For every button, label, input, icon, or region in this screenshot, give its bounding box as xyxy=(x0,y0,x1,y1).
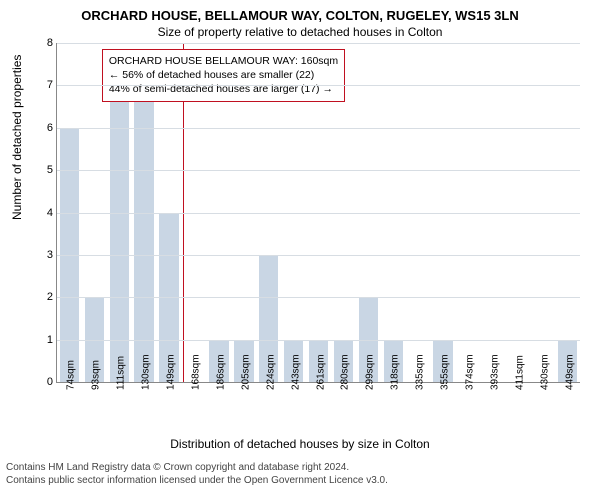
x-tick: 335sqm xyxy=(411,354,426,390)
x-tick: 111sqm xyxy=(112,356,127,390)
x-tick: 449sqm xyxy=(560,354,575,390)
y-tick: 2 xyxy=(37,291,53,303)
x-tick: 130sqm xyxy=(137,354,152,390)
x-tick: 186sqm xyxy=(211,354,226,390)
y-tick: 8 xyxy=(37,37,53,49)
x-axis-label: Distribution of detached houses by size … xyxy=(0,437,600,451)
x-tick: 205sqm xyxy=(236,354,251,390)
gridline xyxy=(57,43,580,44)
x-tick: 224sqm xyxy=(261,354,276,390)
y-tick: 5 xyxy=(37,164,53,176)
gridline xyxy=(57,340,580,341)
bar xyxy=(110,85,129,382)
x-tick: 393sqm xyxy=(485,354,500,390)
info-line-smaller: ← 56% of detached houses are smaller (22… xyxy=(109,68,338,82)
footer-line-2: Contains public sector information licen… xyxy=(6,474,600,487)
bar xyxy=(134,85,153,382)
chart-area: 74sqm93sqm111sqm130sqm149sqm168sqm186sqm… xyxy=(56,43,580,383)
gridline xyxy=(57,255,580,256)
chart-main-title: ORCHARD HOUSE, BELLAMOUR WAY, COLTON, RU… xyxy=(0,0,600,23)
x-tick: 93sqm xyxy=(87,360,102,390)
x-tick: 149sqm xyxy=(162,354,177,390)
chart-subtitle: Size of property relative to detached ho… xyxy=(0,23,600,43)
x-tick: 243sqm xyxy=(286,354,301,390)
gridline xyxy=(57,170,580,171)
x-tick: 355sqm xyxy=(436,354,451,390)
gridline xyxy=(57,128,580,129)
x-tick: 280sqm xyxy=(336,354,351,390)
plot-region: 74sqm93sqm111sqm130sqm149sqm168sqm186sqm… xyxy=(56,43,580,383)
footer-line-1: Contains HM Land Registry data © Crown c… xyxy=(6,461,600,474)
x-tick: 74sqm xyxy=(62,360,77,390)
x-tick: 299sqm xyxy=(361,354,376,390)
property-info-box: ORCHARD HOUSE BELLAMOUR WAY: 160sqm ← 56… xyxy=(102,49,345,102)
x-tick: 261sqm xyxy=(311,354,326,390)
y-tick: 3 xyxy=(37,249,53,261)
x-tick: 168sqm xyxy=(186,354,201,390)
info-line-size: ORCHARD HOUSE BELLAMOUR WAY: 160sqm xyxy=(109,54,338,68)
y-axis-label: Number of detached properties xyxy=(10,55,24,220)
x-tick: 411sqm xyxy=(510,355,525,390)
x-tick: 374sqm xyxy=(460,354,475,390)
gridline xyxy=(57,297,580,298)
footer-attribution: Contains HM Land Registry data © Crown c… xyxy=(0,461,600,487)
y-tick: 1 xyxy=(37,334,53,346)
x-tick: 430sqm xyxy=(535,354,550,390)
y-tick: 4 xyxy=(37,207,53,219)
x-tick: 318sqm xyxy=(386,354,401,390)
y-tick: 0 xyxy=(37,376,53,388)
gridline xyxy=(57,85,580,86)
y-tick: 6 xyxy=(37,122,53,134)
gridline xyxy=(57,213,580,214)
y-tick: 7 xyxy=(37,79,53,91)
